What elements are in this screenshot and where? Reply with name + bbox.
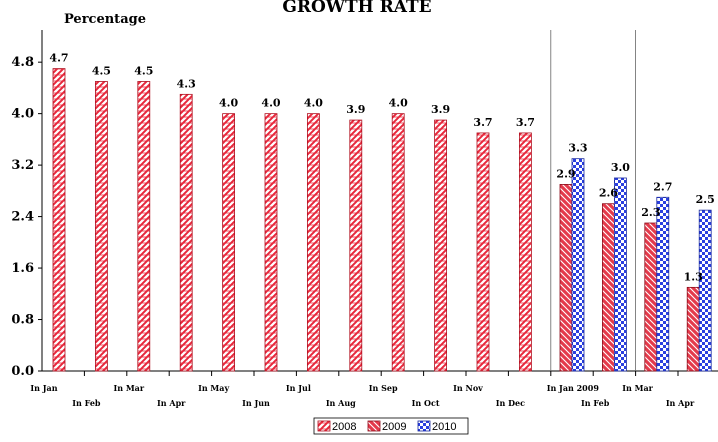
data-label: 2.6 [599,187,618,200]
data-label: 2.9 [556,167,575,180]
legend-swatch-2008 [317,420,331,432]
bar-2008 [137,81,151,372]
bar-2010 [571,158,585,372]
data-label: 4.0 [304,97,323,110]
x-tick-label: In Jan 2009 [547,383,600,393]
legend-label-2008: 2008 [332,421,356,433]
x-tick-label: In Nov [453,383,483,393]
data-label: 2.3 [641,206,660,219]
bar-2008 [264,113,278,372]
x-tick-label: In Jun [242,398,270,408]
x-tick-label: In Apr [157,398,186,408]
bars [52,68,712,372]
x-tick-label: In Jan [30,383,57,393]
legend-swatch-2009 [367,420,381,432]
bar-2008 [179,93,193,372]
x-tick-label: In Oct [412,398,440,408]
legend-label-2010: 2010 [432,421,456,433]
x-tick-label: In Mar [113,383,144,393]
y-tick-label: 0.0 [11,364,34,379]
bar-2008 [519,132,532,372]
chart-title: GROWTH RATE [282,0,431,17]
y-tick-label: 1.6 [11,261,34,276]
data-label: 2.7 [653,180,672,193]
data-label: 4.5 [92,64,111,77]
data-label: 4.0 [219,97,238,110]
x-tick-label: In May [198,383,229,393]
y-tick-label: 4.0 [11,107,34,122]
data-label: 4.5 [134,64,153,77]
y-axis-label: Percentage [64,12,146,27]
bar-2009 [686,286,700,372]
x-tick-label: In Mar [622,383,653,393]
data-label: 4.7 [49,52,68,65]
data-label: 1.3 [684,270,703,283]
bar-2008 [95,81,108,372]
bar-2010 [614,177,627,372]
x-tick-label: In Feb [581,398,610,408]
y-tick-label: 2.4 [11,210,34,225]
x-tick-label: In Dec [496,398,525,408]
x-axis-ticks: In Jan In Feb In Mar In Apr In May In Jun In J… [30,383,695,408]
data-label: 3.7 [473,116,492,129]
bar-2008 [306,113,320,372]
data-label: 3.9 [346,103,365,116]
data-label: 3.3 [568,142,587,155]
x-tick-label: In Feb [72,398,101,408]
bar-2009 [559,184,573,372]
bar-2008 [476,132,490,372]
data-label: 4.0 [389,97,408,110]
y-tick-label: 0.8 [11,313,34,328]
legend-label-2009: 2009 [382,421,406,433]
bar-2008 [434,119,448,372]
bar-2008 [222,113,236,372]
axes: 0.0 0.8 1.6 2.4 3.2 4.0 4.8 [11,30,718,379]
y-tick-label: 4.8 [11,55,34,70]
bar-2009 [644,222,658,372]
data-label: 3.7 [516,116,535,129]
x-tick-label: In Jul [286,383,311,393]
data-label: 3.9 [431,103,450,116]
data-label: 4.3 [177,77,196,90]
legend-swatch-2010 [417,420,431,432]
y-tick-label: 3.2 [11,158,34,173]
x-tick-label: In Sep [369,383,398,393]
bar-2008 [391,113,405,372]
data-labels: 4.7 4.5 4.5 4.3 4.0 4.0 4.0 3.9 4.0 3.9 3.7 3.7 2.9 3… [49,52,714,284]
data-label: 2.5 [696,193,715,206]
bar-2009 [602,203,615,372]
legend: 2008 2009 2010 [313,417,469,435]
x-tick-label: In Apr [666,398,695,408]
x-tick-label: In Aug [326,398,356,408]
bar-2008 [349,119,363,372]
data-label: 4.0 [261,97,280,110]
bar-2008 [52,68,66,372]
data-label: 3.0 [611,161,630,174]
bar-2010 [656,196,670,372]
bar-2010 [698,209,712,372]
